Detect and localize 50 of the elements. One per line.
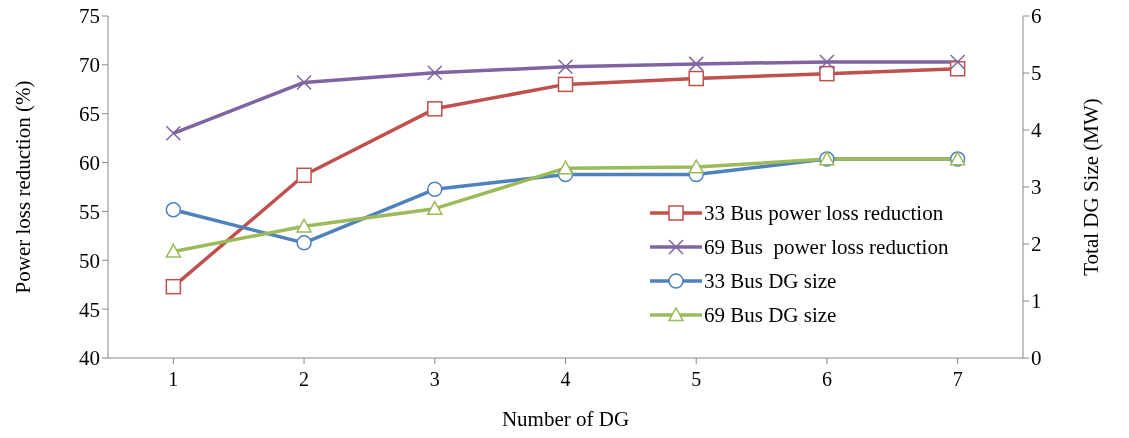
- point: [427, 181, 443, 198]
- legend-label: 69 Bus DG size: [704, 302, 837, 329]
- point: [165, 243, 182, 258]
- legend-label: 33 Bus DG size: [704, 268, 837, 295]
- x-tick-label: 4: [560, 368, 571, 391]
- point: [819, 54, 835, 70]
- point: [688, 159, 704, 174]
- y2-tick-label: 4: [1031, 118, 1042, 143]
- y2-axis-title: Total DG Size (MW): [1079, 98, 1104, 276]
- point: [819, 65, 835, 82]
- y2-tick-label: 3: [1031, 175, 1042, 200]
- point: [165, 125, 182, 142]
- y2-tick-label: 0: [1031, 346, 1042, 371]
- y-tick-label: 40: [79, 346, 100, 371]
- point: [949, 54, 966, 70]
- x-tick-label: 5: [691, 368, 702, 391]
- point: [427, 101, 443, 117]
- point: [165, 202, 182, 218]
- point: [688, 70, 704, 87]
- y-tick-label: 60: [79, 151, 100, 176]
- point: [296, 167, 312, 184]
- y-tick-label: 50: [79, 248, 100, 273]
- point: [296, 235, 312, 251]
- x-tick-label: 1: [168, 368, 179, 391]
- point: [296, 218, 312, 233]
- x-axis-title: Number of DG: [501, 407, 630, 431]
- y-tick-label: 75: [79, 4, 100, 29]
- point: [688, 56, 704, 72]
- y-tick-label: 55: [79, 199, 100, 224]
- point: [427, 64, 443, 81]
- x-tick-label: 7: [952, 368, 963, 391]
- y2-tick-label: 5: [1031, 61, 1042, 86]
- y2-tick-label: 6: [1031, 4, 1042, 29]
- point: [557, 59, 574, 75]
- y-tick-label: 45: [79, 297, 100, 322]
- point: [427, 200, 443, 216]
- legend-label: 33 Bus power loss reduction: [704, 200, 944, 227]
- x-tick-label: 6: [821, 368, 832, 391]
- y2-tick-label: 1: [1031, 289, 1042, 314]
- y-axis-title: Power loss reduction (%): [11, 80, 36, 294]
- x-tick-label: 3: [429, 368, 440, 391]
- point: [557, 160, 574, 175]
- point: [165, 278, 182, 295]
- point: [296, 74, 312, 91]
- y-tick-label: 65: [79, 102, 100, 127]
- y-tick-label: 70: [79, 53, 100, 78]
- legend-label: 69 Bus power loss reduction: [704, 234, 949, 261]
- point: [557, 76, 574, 93]
- y2-tick-label: 2: [1031, 232, 1042, 257]
- x-tick-label: 2: [299, 368, 310, 391]
